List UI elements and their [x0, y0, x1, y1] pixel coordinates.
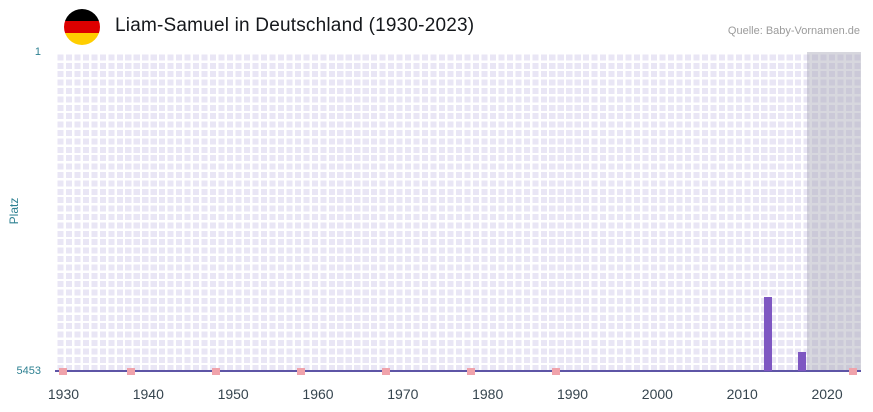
recent-years-band [806, 52, 861, 371]
unranked-mark-1948 [212, 368, 221, 375]
chart-title: Liam-Samuel in Deutschland (1930-2023) [115, 15, 475, 36]
german-flag-icon [64, 9, 100, 45]
x-axis-line [55, 370, 861, 372]
x-tick-label-1930: 1930 [47, 386, 80, 402]
rank-bar-2013 [763, 296, 772, 371]
unranked-mark-1958 [297, 368, 306, 375]
x-tick-label-1980: 1980 [472, 386, 504, 402]
unranked-mark-1988 [551, 368, 560, 375]
unranked-mark-2023 [848, 368, 857, 375]
x-tick-label-1940: 1940 [132, 386, 164, 402]
source-credit: Quelle: Baby-Vornamen.de [727, 25, 860, 37]
y-tick-bottom: 5453 [16, 365, 41, 377]
unranked-mark-1938 [127, 368, 136, 375]
x-tick-label-2000: 2000 [641, 386, 673, 402]
plot-area [55, 52, 861, 375]
x-tick-label-1950: 1950 [217, 386, 249, 402]
x-tick-label-1960: 1960 [302, 386, 334, 402]
unranked-mark-1930 [59, 368, 68, 375]
y-tick-top: 1 [34, 46, 41, 58]
unranked-mark-1968 [381, 368, 390, 375]
rank-bar-2017 [797, 351, 806, 371]
x-tick-label-2020: 2020 [811, 386, 843, 402]
unranked-mark-1978 [466, 368, 475, 375]
x-axis: 1930 1940 1950 1960 1970 1980 1990 2000 2010 2020 [48, 386, 861, 406]
y-axis: 1 5453 [0, 46, 48, 377]
x-tick-label-1990: 1990 [556, 386, 589, 402]
x-tick-label-1970: 1970 [387, 386, 419, 402]
x-tick-label-2010: 2010 [726, 386, 758, 402]
